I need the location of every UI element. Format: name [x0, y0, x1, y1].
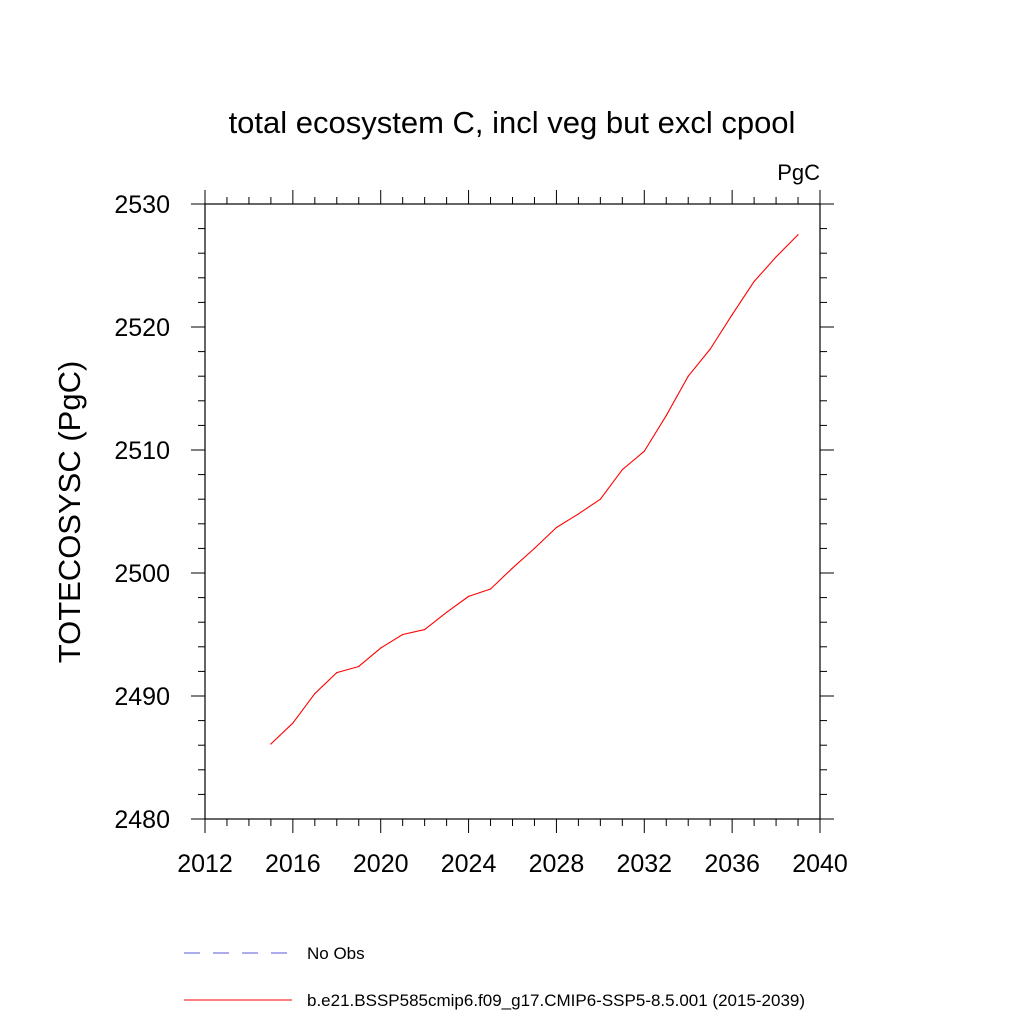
data-point: [665, 414, 667, 417]
x-tick-label: 2032: [616, 850, 672, 878]
data-point: [621, 469, 623, 471]
data-point: [533, 547, 536, 550]
data-point: [643, 450, 645, 452]
x-tick-label: 2012: [177, 850, 233, 878]
data-point: [424, 628, 426, 631]
x-tick-label: 2040: [792, 850, 848, 878]
data-point: [731, 314, 733, 316]
data-point: [292, 722, 294, 724]
y-tick-label: 2500: [114, 560, 170, 588]
y-tick-label: 2530: [114, 191, 170, 219]
data-point: [270, 743, 272, 745]
legend-label: No Obs: [307, 944, 365, 963]
y-tick-label: 2490: [114, 683, 170, 711]
data-point: [467, 595, 470, 597]
data-point: [358, 665, 360, 668]
y-axis-label: TOTECOSYSC (PgC): [52, 361, 87, 664]
x-tick-label: 2024: [441, 850, 497, 878]
data-point: [753, 280, 755, 283]
axis-ticks: 2012 2016 2020 2024 2028 2032 2036 2040 2480 2490…: [114, 190, 848, 878]
y-tick-label: 2480: [114, 806, 170, 834]
data-point: [402, 633, 404, 636]
data-point: [336, 672, 338, 674]
data-point: [599, 498, 601, 500]
y-tick-label: 2520: [114, 314, 170, 342]
plot-frame: [204, 203, 821, 820]
data-point: [687, 375, 689, 377]
data-point: [709, 348, 711, 350]
legend: No Obs b.e21.BSSP585cmip6.f09_g17.CMIP6-S…: [184, 944, 805, 1010]
data-point: [380, 647, 382, 649]
data-point: [511, 567, 514, 569]
y-tick-label: 2510: [114, 437, 170, 465]
series-line: [270, 234, 799, 745]
data-point: [555, 526, 558, 529]
data-point: [489, 588, 492, 590]
x-tick-label: 2020: [353, 850, 409, 878]
data-point: [314, 692, 316, 695]
plot-area: [270, 234, 799, 745]
data-point: [797, 234, 799, 236]
x-tick-label: 2016: [265, 850, 321, 878]
data-point: [775, 256, 777, 258]
legend-label: b.e21.BSSP585cmip6.f09_g17.CMIP6-SSP5-8.…: [307, 991, 805, 1010]
data-point: [577, 513, 579, 515]
x-tick-label: 2036: [704, 850, 760, 878]
data-point: [446, 611, 448, 613]
units-label: PgC: [777, 160, 820, 185]
x-tick-label: 2028: [529, 850, 585, 878]
chart-title: total ecosystem C, incl veg but excl cpo…: [229, 105, 796, 140]
